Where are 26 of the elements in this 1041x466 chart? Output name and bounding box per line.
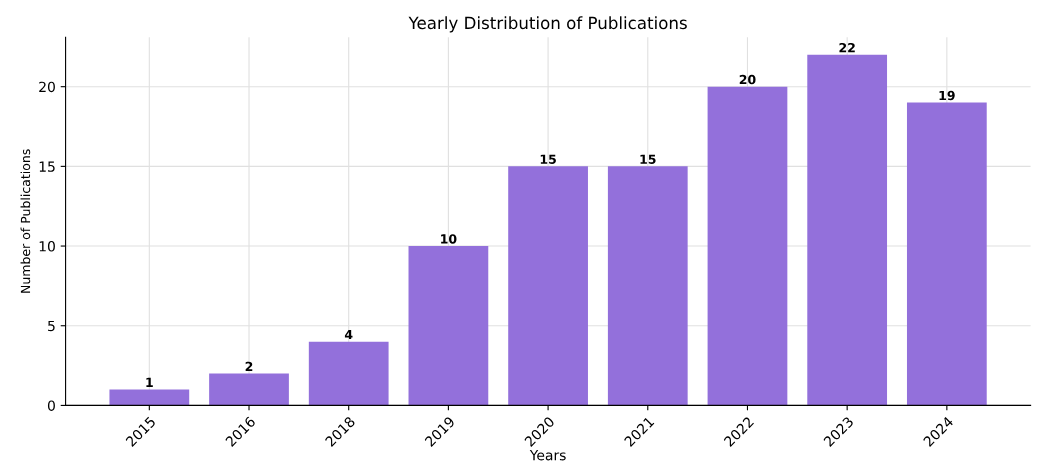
data-label: 20 <box>739 74 756 85</box>
data-label: 15 <box>640 154 656 164</box>
bar <box>607 166 688 406</box>
data-label: 1 <box>146 377 153 387</box>
chart-title: Yearly Distribution of Publications <box>408 16 687 33</box>
y-tick-label: 5 <box>48 320 55 332</box>
data-label: 4 <box>344 329 353 340</box>
bar <box>408 246 489 406</box>
y-tick-label: 10 <box>39 241 55 252</box>
bar <box>906 102 987 406</box>
bar <box>707 86 788 406</box>
y-axis-title: Number of Publications <box>20 149 31 293</box>
data-label: 19 <box>939 90 955 101</box>
bar <box>109 389 190 406</box>
y-tick-label: 15 <box>39 161 55 172</box>
data-label: 22 <box>839 42 855 53</box>
x-axis-title: Years <box>529 450 566 461</box>
y-tick-label: 0 <box>47 400 55 411</box>
bar <box>508 166 588 406</box>
bar <box>209 373 289 406</box>
data-label: 10 <box>441 234 457 244</box>
bar <box>308 341 389 406</box>
data-label: 15 <box>540 154 556 164</box>
y-tick-label: 20 <box>39 81 55 93</box>
bar <box>807 54 888 406</box>
data-label: 2 <box>245 361 253 371</box>
